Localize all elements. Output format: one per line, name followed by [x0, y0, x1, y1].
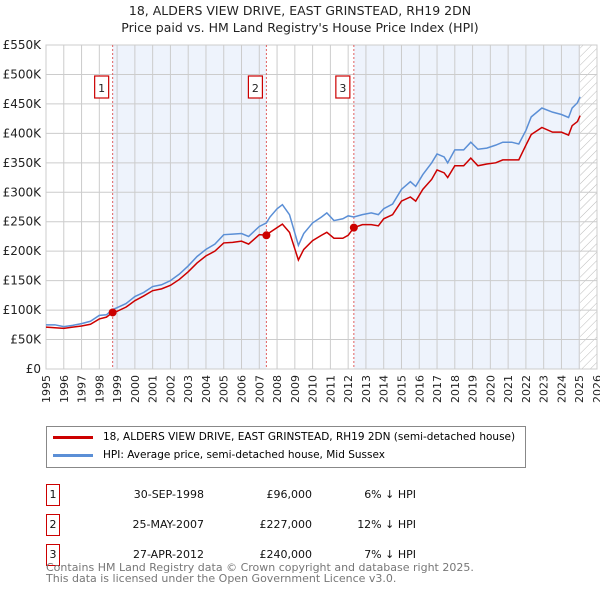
x-tick-label: 2013 — [360, 375, 373, 403]
sale-row: 2 25-MAY-2007 £227,000 12% ↓ HPI — [46, 514, 446, 536]
sale-row: 1 30-SEP-1998 £96,000 6% ↓ HPI — [46, 484, 446, 506]
x-tick-label: 2012 — [342, 375, 355, 403]
x-tick-label: 2008 — [271, 375, 284, 403]
sale-price: £96,000 — [266, 488, 313, 501]
chart-subtitle: Price paid vs. HM Land Registry's House … — [121, 20, 479, 35]
sale-marker-box — [335, 75, 351, 99]
y-tick-label: £100K — [3, 303, 43, 317]
x-tick-label: 2024 — [555, 375, 568, 403]
sale-marker-box — [247, 75, 263, 99]
x-tick-label: 1995 — [40, 375, 53, 403]
x-tick-label: 2010 — [307, 375, 320, 403]
x-tick-label: 2004 — [200, 375, 213, 403]
sale-date: 30-SEP-1998 — [133, 488, 204, 501]
x-tick-label: 2009 — [289, 375, 302, 403]
sale-price: £240,000 — [259, 548, 313, 561]
x-tick-label: 2026 — [591, 375, 600, 403]
sale-date: 25-MAY-2007 — [132, 518, 204, 531]
legend: 18, ALDERS VIEW DRIVE, EAST GRINSTEAD, R… — [46, 426, 526, 468]
legend-blue-line — [53, 453, 93, 457]
x-tick-label: 2023 — [538, 375, 551, 403]
price-chart: 1995 1996 1997 1998 1999 2000 2001 2002 2003 2004… — [3, 38, 600, 403]
sale-marker-label: 1 — [98, 82, 105, 95]
forecast-hatch — [580, 45, 597, 369]
y-tick-label: £50K — [10, 333, 42, 347]
x-tick-label: 2025 — [573, 375, 586, 403]
sale-badge: 3 — [46, 544, 60, 566]
sale-marker-box — [94, 75, 110, 99]
sale-hpi-diff: 7% ↓ HPI — [364, 548, 416, 561]
x-tick-label: 2000 — [129, 375, 142, 403]
sale-marker-label: 3 — [339, 82, 346, 95]
x-tick-label: 2003 — [182, 375, 195, 403]
y-tick-label: £450K — [3, 97, 43, 111]
hpi-line — [46, 96, 581, 328]
sale-point — [108, 308, 117, 317]
x-tick-label: 1999 — [111, 375, 124, 403]
sale-badge: 1 — [46, 484, 60, 506]
x-tick-label: 1998 — [93, 375, 106, 403]
footer-licence: This data is licensed under the Open Gov… — [46, 572, 397, 585]
property-price-line — [45, 115, 581, 330]
x-tick-label: 2005 — [218, 375, 231, 403]
shaded-period — [353, 45, 581, 369]
x-tick-label: 2014 — [378, 375, 391, 403]
chart-title: 18, ALDERS VIEW DRIVE, EAST GRINSTEAD, R… — [128, 3, 472, 18]
footer-copyright: Contains HM Land Registry data © Crown c… — [46, 561, 474, 574]
x-tick-label: 2006 — [236, 375, 249, 403]
x-tick-label: 2011 — [324, 375, 337, 403]
x-tick-label: 2007 — [253, 375, 266, 403]
x-tick-label: 2020 — [484, 375, 497, 403]
legend-red-line — [53, 435, 93, 439]
legend-property: 18, ALDERS VIEW DRIVE, EAST GRINSTEAD, R… — [103, 431, 516, 443]
sale-hpi-diff: 6% ↓ HPI — [364, 488, 416, 501]
legend-hpi: HPI: Average price, semi-detached house,… — [103, 449, 385, 461]
x-tick-label: 2021 — [502, 375, 515, 403]
y-tick-label: £200K — [3, 244, 43, 258]
sale-point — [349, 223, 358, 232]
sale-point — [262, 231, 271, 240]
x-tick-label: 2019 — [467, 375, 480, 403]
y-tick-label: £250K — [3, 215, 43, 229]
sale-marker-label: 2 — [252, 82, 259, 95]
x-tick-label: 2017 — [431, 375, 444, 403]
y-tick-label: £0 — [26, 362, 41, 376]
shaded-period — [112, 45, 267, 369]
footer: Contains HM Land Registry data © Crown c… — [46, 562, 474, 584]
sale-hpi-diff: 12% ↓ HPI — [357, 518, 416, 531]
sale-date: 27-APR-2012 — [132, 548, 204, 561]
y-tick-label: £400K — [3, 126, 43, 140]
x-tick-label: 2002 — [164, 375, 177, 403]
y-tick-label: £550K — [3, 38, 43, 52]
y-tick-label: £150K — [3, 274, 43, 288]
x-tick-label: 1997 — [76, 375, 89, 403]
x-tick-label: 2016 — [413, 375, 426, 403]
sale-price: £227,000 — [259, 518, 313, 531]
x-tick-label: 2022 — [520, 375, 533, 403]
y-tick-label: £350K — [3, 156, 43, 170]
x-tick-label: 1996 — [58, 375, 71, 403]
sale-badge: 2 — [46, 514, 60, 536]
plot-border — [45, 44, 598, 370]
y-tick-label: £500K — [3, 67, 43, 81]
y-tick-label: £300K — [3, 185, 43, 199]
x-tick-label: 2015 — [395, 375, 408, 403]
x-tick-label: 2001 — [147, 375, 160, 403]
sale-row: 3 27-APR-2012 £240,000 7% ↓ HPI — [46, 544, 446, 566]
x-tick-label: 2018 — [449, 375, 462, 403]
